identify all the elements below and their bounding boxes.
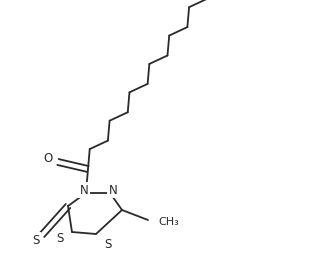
Text: O: O: [43, 152, 53, 164]
Text: N: N: [79, 184, 89, 197]
Text: CH₃: CH₃: [158, 217, 179, 227]
Text: S: S: [104, 238, 112, 251]
Text: S: S: [56, 232, 64, 245]
Text: S: S: [32, 233, 40, 246]
Text: N: N: [109, 184, 117, 197]
